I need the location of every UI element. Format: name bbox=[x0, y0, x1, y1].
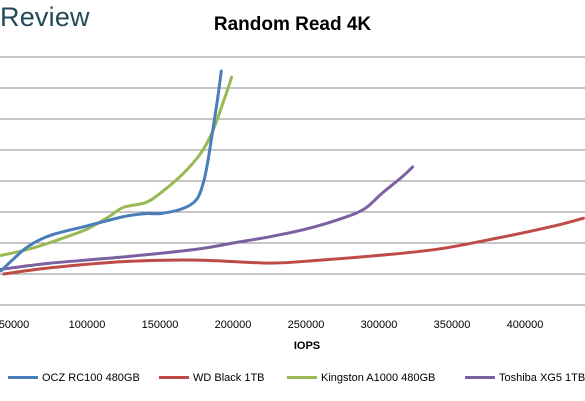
legend-swatch bbox=[465, 375, 495, 379]
series-line-ocz-rc100-480gb bbox=[0, 69, 223, 273]
x-tick-labels: 50000 100000 150000 200000 250000 300000 35000… bbox=[0, 319, 543, 331]
legend-item: WD Black 1TB bbox=[159, 372, 265, 384]
legend-swatch bbox=[287, 375, 317, 379]
x-tick-label: 400000 bbox=[507, 319, 544, 331]
series-line-kingston-a1000-480gb bbox=[0, 75, 233, 257]
x-tick-label: 150000 bbox=[142, 319, 179, 331]
chart-title: Random Read 4K bbox=[213, 14, 372, 35]
legend-label: WD Black 1TB bbox=[193, 372, 265, 384]
x-tick-label: 250000 bbox=[288, 319, 325, 331]
grid-lines bbox=[0, 56, 585, 306]
legend-label: OCZ RC100 480GB bbox=[42, 372, 140, 384]
series-line-wd-black-1tb bbox=[2, 216, 585, 276]
legend-label: Kingston A1000 480GB bbox=[321, 372, 436, 384]
x-tick-label: 200000 bbox=[215, 319, 252, 331]
x-tick-label: 50000 bbox=[0, 319, 29, 331]
legend-item: OCZ RC100 480GB bbox=[8, 372, 140, 384]
legend-swatch bbox=[159, 375, 189, 379]
series-lines bbox=[0, 69, 585, 276]
legend-item: Kingston A1000 480GB bbox=[287, 372, 435, 384]
x-tick-label: 300000 bbox=[361, 319, 398, 331]
brand-logo-text: Review bbox=[0, 2, 90, 32]
x-tick-label: 350000 bbox=[434, 319, 471, 331]
series-line-toshiba-xg5-1tb bbox=[0, 165, 415, 271]
legend-swatch bbox=[8, 375, 38, 379]
x-tick-label: 100000 bbox=[69, 319, 106, 331]
legend: OCZ RC100 480GB WD Black 1TB Kingston A100… bbox=[0, 372, 585, 390]
legend-label: Toshiba XG5 1TB bbox=[499, 372, 585, 384]
legend-item: Toshiba XG5 1TB bbox=[465, 372, 585, 384]
x-axis-label: IOPS bbox=[294, 340, 320, 352]
